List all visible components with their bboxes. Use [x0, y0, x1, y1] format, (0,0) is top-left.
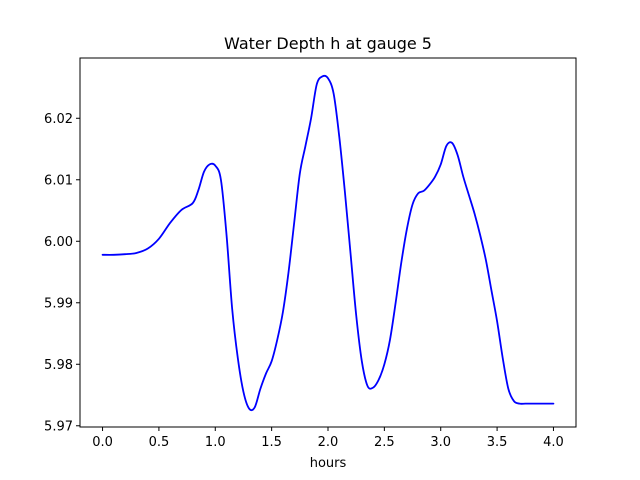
x-axis-label: hours [310, 456, 347, 471]
y-tick-label: 5.98 [44, 358, 73, 373]
series-line-0 [101, 74, 555, 412]
x-tick-label: 2.5 [374, 435, 395, 450]
y-tick-label: 5.97 [44, 419, 73, 434]
x-tick-label: 3.5 [487, 435, 508, 450]
x-tick-label: 0.5 [149, 435, 170, 450]
x-tick-label: 0.0 [92, 435, 113, 450]
chart-title: Water Depth h at gauge 5 [224, 34, 432, 53]
x-tick-label: 1.5 [261, 435, 282, 450]
x-tick-label: 1.0 [205, 435, 226, 450]
y-tick-label: 6.02 [44, 112, 73, 127]
y-tick-label: 5.99 [44, 296, 73, 311]
x-tick-label: 4.0 [543, 435, 564, 450]
x-axis-ticks: 0.0 0.5 1.0 1.5 2.0 2.5 3.0 3.5 4.0 [92, 427, 564, 450]
x-tick-label: 2.0 [318, 435, 339, 450]
series-layer [101, 74, 555, 412]
y-tick-label: 6.01 [44, 173, 73, 188]
x-tick-label: 3.0 [430, 435, 451, 450]
y-tick-label: 6.00 [44, 235, 73, 250]
y-axis-ticks: 5.97 5.98 5.99 6.00 6.01 6.02 [44, 112, 80, 434]
